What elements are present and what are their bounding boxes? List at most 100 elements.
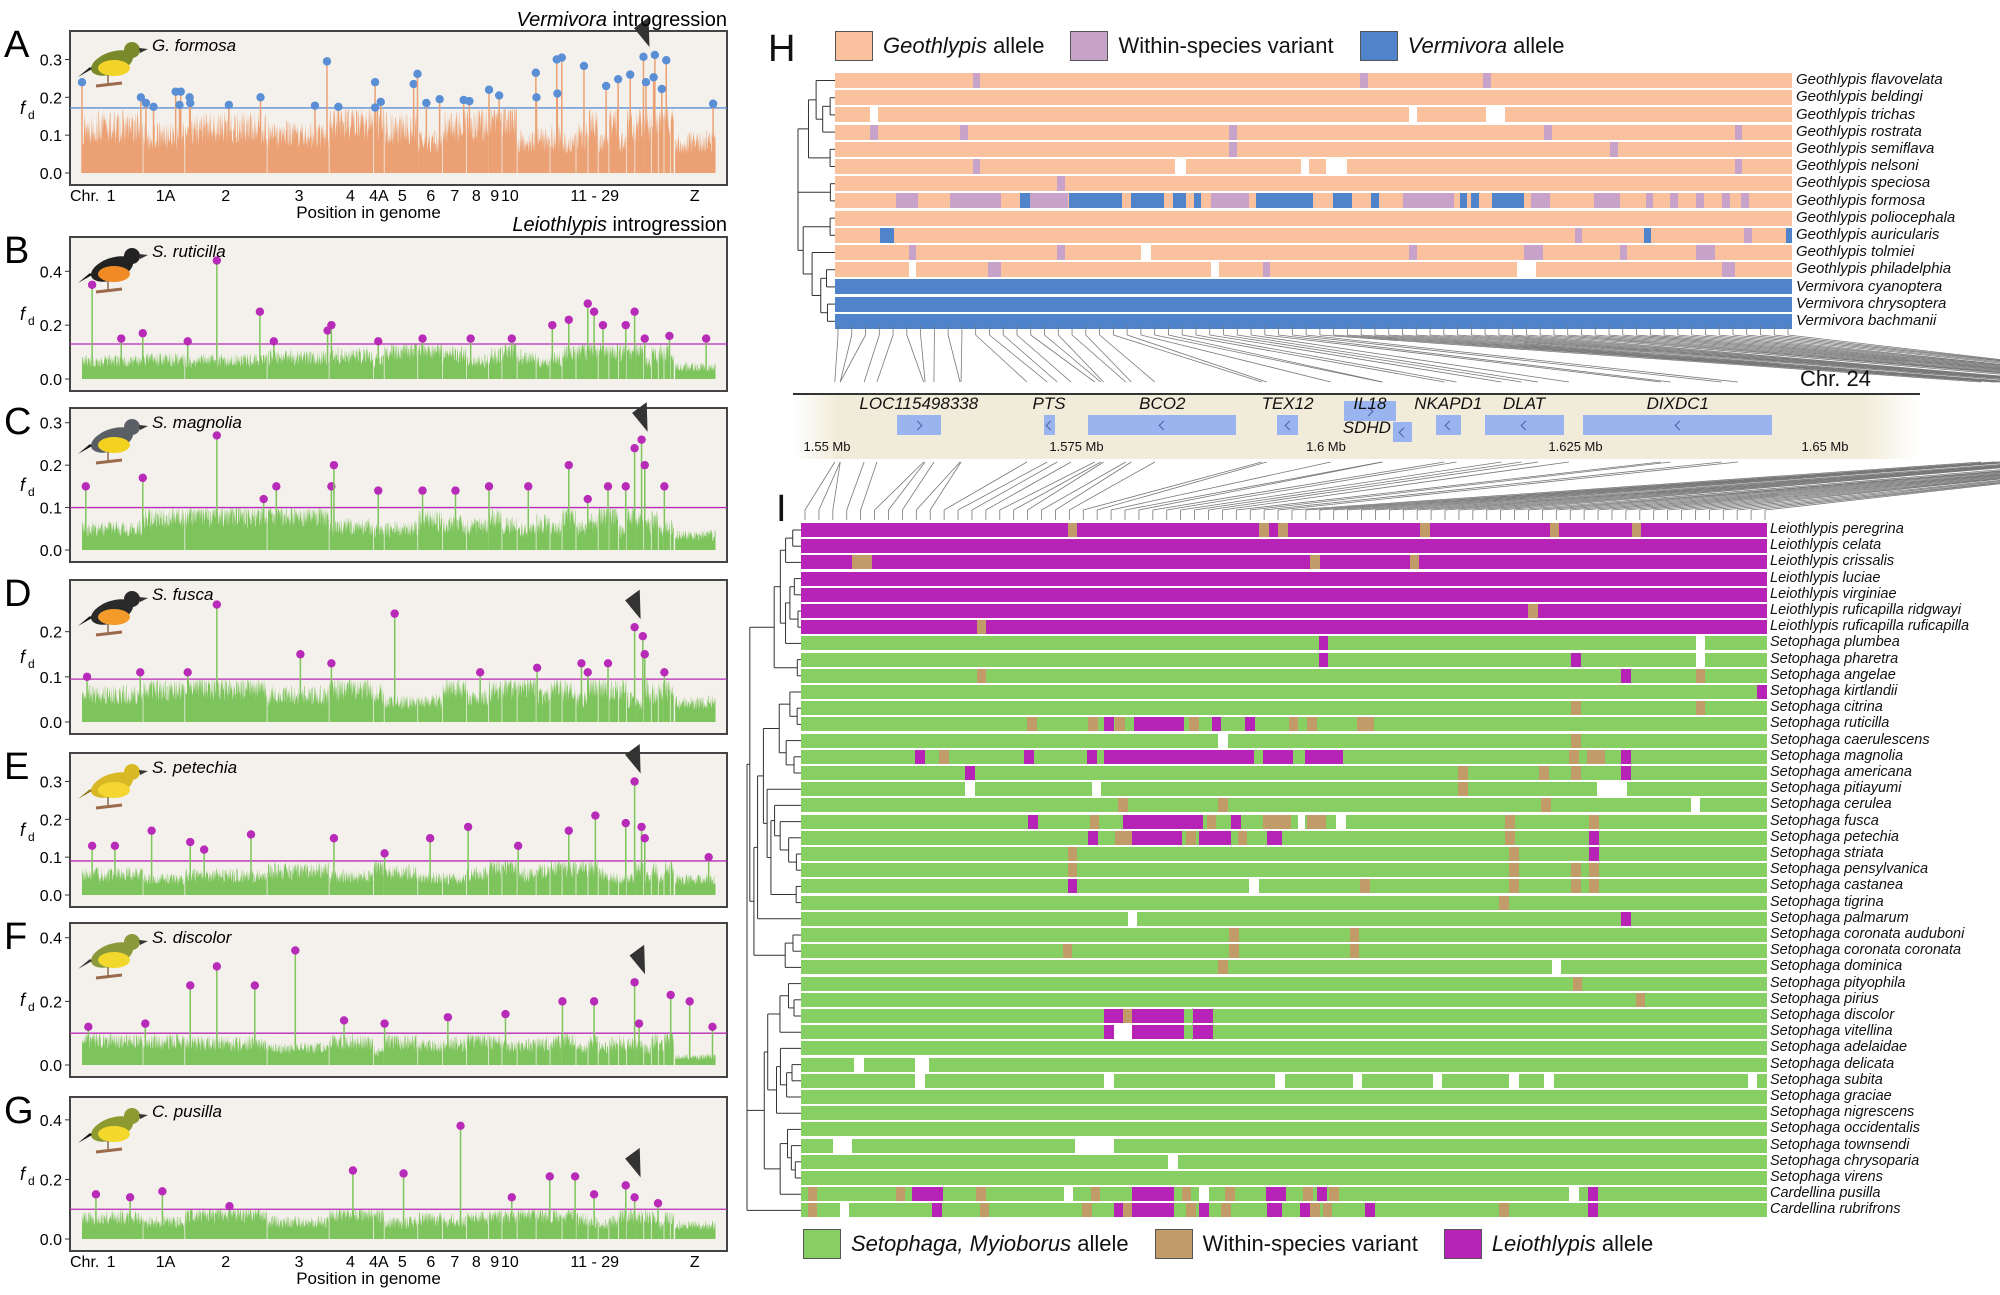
allele-segment [1316,1187,1327,1202]
connector-line [1194,461,1522,511]
bird-tail [78,67,92,77]
perch [95,287,123,294]
connector-line [1472,466,2000,511]
connector-line [804,461,836,511]
fd-window-area [329,109,374,173]
connector-line [1071,334,1127,383]
connector-line [876,334,894,383]
fd-window-area [267,861,329,895]
title-genus: Vermivora [517,9,607,31]
gene-name: DLAT [1502,394,1546,413]
connector-line [1667,477,2000,511]
connector-line [1223,334,1522,383]
allele-segment [1198,1187,1209,1202]
connector-line [1250,461,1671,511]
fd-window-area [609,109,619,173]
chromosome-tick-label: 6 [426,188,435,205]
allele-segment [1588,1203,1598,1218]
haplotype-bar [835,262,1792,278]
allele-segment [1075,1138,1114,1153]
fd-window-area [442,344,467,379]
haplotype-bar [801,928,1767,942]
bird-illustration [78,42,148,88]
species-label: C. pusilla [152,1102,222,1121]
connector-line [1013,461,1102,511]
fd-window-area [609,344,619,379]
connector-line [1705,334,2000,366]
y-axis-label-subscript: d [28,108,35,122]
fd-window-area [466,109,489,173]
y-tick-label: 0.4 [40,264,62,281]
connector-line [839,334,853,383]
allele-segment [896,193,919,209]
fd-window-area [644,515,651,550]
haplotype-bar [801,587,1767,602]
allele-segment [1509,1073,1519,1088]
outlier-point [630,443,639,453]
outlier-point [637,822,646,832]
outlier-point [662,56,671,65]
fd-window-area [267,685,329,722]
legend-genus: Leiothlypis [1491,1231,1596,1256]
legend-item: Vermivora allele [1359,31,1565,61]
species-label: Setophaga striata [1770,845,1884,861]
outlier-point [621,1181,630,1190]
chromosome-tick-label: 10 [501,1254,519,1271]
gene-block [1043,415,1056,435]
allele-segment [965,782,975,797]
fd-window-area [644,679,651,722]
fd-window-area [267,1041,329,1065]
connector-line [1027,461,1104,511]
outlier-point [91,1190,101,1199]
fd-window-area [664,861,670,895]
arrowhead-icon [625,743,641,774]
connector-line [1417,464,2000,511]
allele-segment [1193,1025,1214,1040]
fd-window-area [185,110,267,173]
allele-segment [976,620,987,635]
mb-tick-label: 1.6 Mb [1306,439,1346,454]
outlier-point [183,337,192,346]
allele-segment [1509,847,1519,861]
outlier-point [558,997,567,1006]
allele-segment [1262,814,1291,829]
gene-block [896,415,941,435]
bird-beak [139,597,148,602]
outlier-point [465,96,474,106]
allele-segment [1211,717,1222,732]
allele-segment [1218,960,1228,975]
y-tick-label: 0.2 [40,994,62,1011]
fd-window-area [536,513,550,550]
allele-segment [807,1203,818,1218]
allele-segment [1198,830,1231,845]
y-tick-label: 0.2 [40,458,62,475]
connector-line [1278,334,1671,383]
connector-line [1677,334,2000,367]
outlier-point [147,826,156,835]
allele-segment [972,73,981,88]
haplotype-bar [801,911,1767,926]
outlier-point [136,93,146,102]
allele-segment [1132,1025,1184,1040]
bird-illustration [78,1108,148,1154]
connector-line [1016,334,1072,383]
outlier-point [117,334,126,343]
bird-belly [98,60,130,76]
allele-segment [1492,193,1525,209]
connector-line [1402,334,2000,382]
x-axis-label: Position in genome [296,1269,441,1288]
allele-segment [1757,685,1767,699]
fd-window-area [576,519,588,550]
outlier-point [141,1019,150,1028]
outlier-point [212,256,222,265]
allele-segment [960,124,968,140]
fd-window-area [670,519,674,550]
outlier-point [225,1202,234,1211]
haplotype-bar [835,90,1792,106]
allele-segment [1218,798,1228,813]
y-tick-label: 0.1 [40,850,62,867]
legend-text: allele [1507,33,1565,58]
fd-window-area [329,679,374,722]
outlier-point [310,101,320,110]
panel-letter-h: H [768,28,796,70]
